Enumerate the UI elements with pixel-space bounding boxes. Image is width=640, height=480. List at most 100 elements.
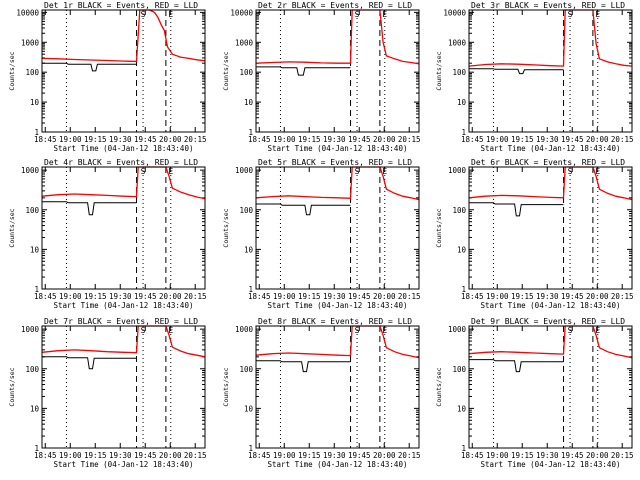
x-tick-label: 20:15 [398, 292, 421, 301]
y-tick-label: 100 [452, 68, 466, 77]
y-tick-label: 10 [457, 404, 467, 413]
x-tick-label: 19:15 [511, 292, 534, 301]
panel-title: Det 6r BLACK = Events, RED = LLD [471, 158, 625, 167]
x-tick-label: 19:30 [536, 451, 559, 460]
x-tick-label: 19:15 [298, 451, 321, 460]
x-tick-label: 19:00 [59, 451, 82, 460]
x-axis-label: Start Time (04-Jan-12 18:43:40) [481, 460, 621, 469]
events-series-line [469, 359, 564, 373]
marker-label-s: S [141, 326, 146, 335]
x-tick-label: 20:00 [586, 135, 609, 144]
y-axis-label: Counts/sec [435, 208, 443, 247]
y-axis-label: Counts/sec [8, 51, 16, 90]
events-series-line [42, 62, 137, 72]
x-tick-label: 18:45 [34, 292, 57, 301]
y-tick-label: 1 [461, 128, 466, 137]
x-tick-label: 19:15 [298, 135, 321, 144]
y-tick-label: 1 [461, 444, 466, 453]
y-tick-label: 1000 [21, 325, 40, 334]
panel-title: Det 2r BLACK = Events, RED = LLD [258, 1, 412, 10]
x-tick-label: 20:15 [398, 451, 421, 460]
y-tick-label: 100 [239, 68, 253, 77]
x-tick-label: 18:45 [248, 292, 271, 301]
panel-title: Det 7r BLACK = Events, RED = LLD [44, 317, 198, 326]
y-tick-label: 10000 [16, 8, 39, 17]
plot-frame [468, 325, 633, 449]
y-tick-label: 10 [457, 98, 467, 107]
x-tick-label: 20:00 [159, 135, 182, 144]
events-series-line [469, 68, 564, 75]
x-tick-label: 19:45 [134, 292, 157, 301]
marker-label-e: E [382, 10, 387, 19]
x-tick-label: 18:45 [461, 135, 484, 144]
events-series-line [42, 201, 137, 216]
y-tick-label: 1000 [21, 38, 40, 47]
panel-det-4: Det 4r BLACK = Events, RED = LLD 1 10 100 10… [8, 158, 207, 310]
y-tick-label: 1 [248, 444, 253, 453]
marker-label-s: S [568, 326, 573, 335]
plot-frame [41, 325, 206, 449]
y-tick-label: 100 [452, 206, 466, 215]
panel-title: Det 1r BLACK = Events, RED = LLD [44, 1, 198, 10]
marker-label-s: S [355, 326, 360, 335]
x-tick-label: 19:30 [323, 451, 346, 460]
lld-series-line [41, 9, 206, 63]
marker-label-s: S [568, 10, 573, 19]
x-tick-label: 19:45 [561, 292, 584, 301]
y-tick-label: 10 [244, 98, 254, 107]
x-tick-label: 20:00 [586, 451, 609, 460]
x-axis-label: Start Time (04-Jan-12 18:43:40) [481, 301, 621, 310]
events-series-line [469, 202, 564, 217]
x-tick-label: 19:00 [486, 451, 509, 460]
y-tick-label: 1 [248, 285, 253, 294]
x-tick-label: 19:15 [511, 451, 534, 460]
y-axis-label: Counts/sec [222, 51, 230, 90]
y-axis-label: Counts/sec [222, 367, 230, 406]
x-tick-label: 19:15 [84, 451, 107, 460]
panel-det-5: Det 5r BLACK = Events, RED = LLD 1 10 100 10… [222, 158, 421, 310]
x-axis-label: Start Time (04-Jan-12 18:43:40) [54, 301, 194, 310]
x-tick-label: 19:30 [109, 292, 132, 301]
marker-label-s: S [355, 167, 360, 176]
plot-frame [468, 166, 633, 290]
x-tick-label: 19:00 [486, 292, 509, 301]
x-tick-label: 20:15 [398, 135, 421, 144]
plot-frame [255, 325, 420, 449]
x-tick-label: 19:00 [273, 292, 296, 301]
x-tick-label: 19:45 [348, 135, 371, 144]
x-tick-label: 19:45 [348, 292, 371, 301]
x-tick-label: 20:15 [611, 451, 634, 460]
y-tick-label: 10000 [443, 8, 466, 17]
y-tick-label: 1 [34, 444, 39, 453]
x-tick-label: 19:45 [348, 451, 371, 460]
panel-det-9: Det 9r BLACK = Events, RED = LLD 1 10 100 10… [435, 317, 634, 469]
events-series-line [42, 356, 137, 370]
events-series-line [256, 360, 351, 373]
x-tick-label: 19:15 [84, 292, 107, 301]
x-tick-label: 19:30 [109, 451, 132, 460]
x-tick-label: 19:30 [323, 292, 346, 301]
y-tick-label: 1000 [235, 38, 254, 47]
x-tick-label: 19:15 [511, 135, 534, 144]
x-tick-label: 20:00 [586, 292, 609, 301]
marker-label-e: E [382, 326, 387, 335]
x-tick-label: 19:00 [486, 135, 509, 144]
y-tick-label: 100 [25, 206, 39, 215]
x-tick-label: 20:15 [184, 451, 207, 460]
marker-label-e: E [382, 167, 387, 176]
x-tick-label: 19:30 [323, 135, 346, 144]
x-tick-label: 20:00 [373, 451, 396, 460]
marker-label-e: E [168, 326, 173, 335]
x-tick-label: 18:45 [34, 451, 57, 460]
marker-label-e: E [595, 167, 600, 176]
x-tick-label: 19:00 [59, 135, 82, 144]
x-tick-label: 20:00 [159, 451, 182, 460]
y-tick-label: 1000 [448, 38, 467, 47]
panel-det-7: Det 7r BLACK = Events, RED = LLD 1 10 100 10… [8, 317, 207, 469]
panel-title: Det 9r BLACK = Events, RED = LLD [471, 317, 625, 326]
y-tick-label: 100 [452, 365, 466, 374]
x-axis-label: Start Time (04-Jan-12 18:43:40) [268, 460, 408, 469]
panel-det-6: Det 6r BLACK = Events, RED = LLD 1 10 100 10… [435, 158, 634, 310]
plot-frame [41, 166, 206, 290]
